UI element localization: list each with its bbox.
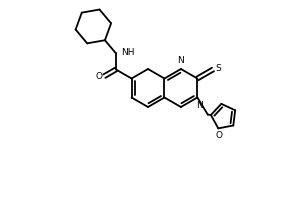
Text: S: S xyxy=(215,64,221,73)
Text: O: O xyxy=(96,72,103,81)
Text: N: N xyxy=(196,102,203,110)
Text: O: O xyxy=(216,131,223,140)
Text: NH: NH xyxy=(121,48,134,57)
Text: N: N xyxy=(178,56,184,65)
